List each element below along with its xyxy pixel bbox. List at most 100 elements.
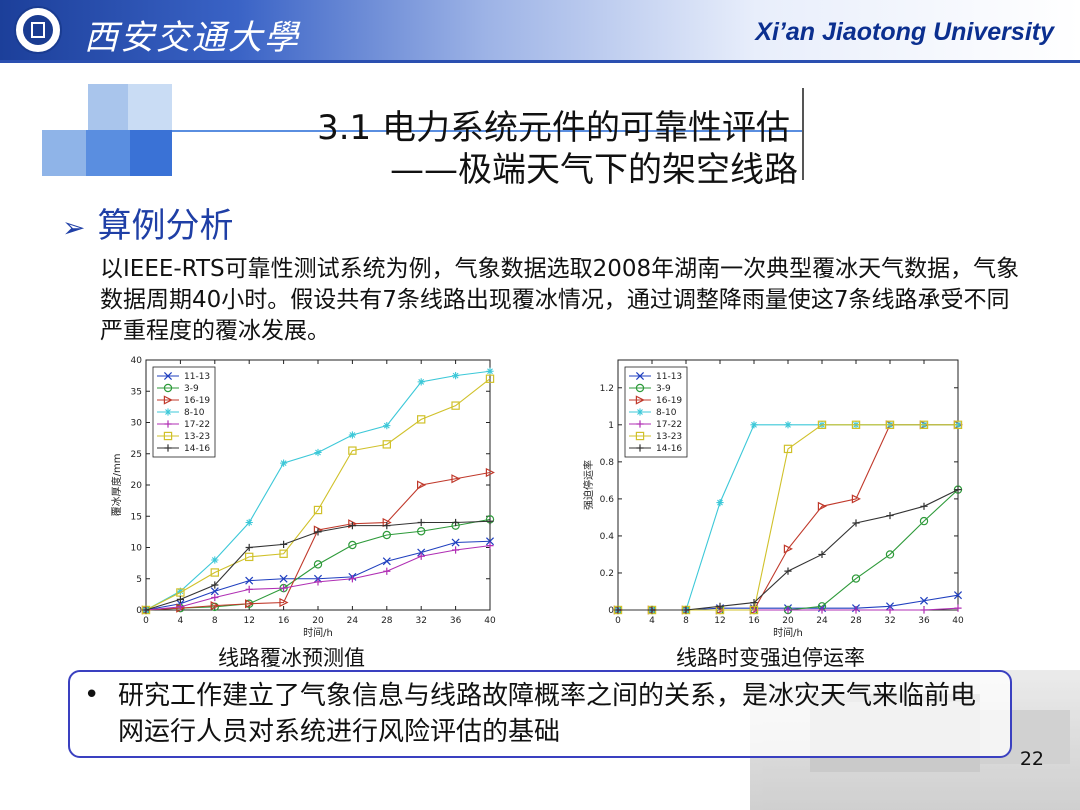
y-axis-label: 强迫停运率 xyxy=(582,460,595,510)
data-point xyxy=(313,560,323,569)
series-17-22 xyxy=(142,542,494,614)
legend-label: 17-22 xyxy=(656,420,682,430)
data-point xyxy=(485,374,495,383)
data-point xyxy=(348,575,356,583)
x-tick-label: 40 xyxy=(952,616,964,626)
x-tick-label: 36 xyxy=(918,616,930,626)
data-point xyxy=(885,550,895,559)
data-point xyxy=(635,371,645,381)
data-point xyxy=(886,606,894,614)
data-point xyxy=(818,606,826,614)
series-14-16 xyxy=(614,486,962,614)
data-point xyxy=(614,606,622,614)
title-underline xyxy=(172,130,804,132)
x-tick-label: 20 xyxy=(312,616,324,626)
x-axis-label: 时间/h xyxy=(773,626,803,639)
data-point xyxy=(451,401,460,410)
data-point xyxy=(851,574,861,583)
data-point xyxy=(920,606,928,614)
data-point xyxy=(953,591,963,600)
data-point xyxy=(382,530,391,540)
x-tick-label: 12 xyxy=(243,616,254,626)
slide-subtitle: ——极端天气下的架空线路 xyxy=(390,150,798,190)
data-point xyxy=(163,371,173,381)
data-point xyxy=(749,605,759,615)
data-point xyxy=(452,546,460,554)
data-point xyxy=(280,459,288,467)
data-point xyxy=(817,501,827,511)
legend-label: 17-22 xyxy=(184,420,210,430)
data-point xyxy=(750,598,758,607)
chart-caption-outage-rate: 线路时变强迫停运率 xyxy=(676,646,865,670)
data-point xyxy=(920,502,928,510)
data-point xyxy=(852,519,860,527)
series-line xyxy=(145,518,491,611)
school-name-en: Xi’an Jiaotong University xyxy=(755,18,1054,46)
data-point xyxy=(954,486,962,494)
y-tick-label: 20 xyxy=(131,481,143,491)
data-point xyxy=(885,602,895,611)
decor-square xyxy=(42,130,86,176)
chart-svg: 0 4 8 12 16 20 24 28 32 36 40 0 5 10 15 20 25 30 35 40 时间/h 覆… xyxy=(110,356,496,639)
data-point xyxy=(210,568,219,577)
legend-label: 8-10 xyxy=(656,408,677,418)
y-tick-label: 25 xyxy=(131,450,142,460)
data-point xyxy=(210,601,220,611)
decor-square xyxy=(130,130,172,176)
data-point xyxy=(485,467,495,478)
data-point xyxy=(164,444,172,452)
y-tick-label: 30 xyxy=(131,419,143,429)
legend-label: 14-16 xyxy=(184,444,210,454)
data-point xyxy=(636,420,644,428)
data-point xyxy=(348,540,357,550)
series-8-10 xyxy=(142,367,494,614)
ice-thickness-chart: 0 4 8 12 16 20 24 28 32 36 40 0 5 10 15 20 25 30 35 40 时间/h 覆… xyxy=(98,352,498,642)
section-heading-text: 算例分析 xyxy=(97,206,234,246)
data-point xyxy=(417,548,426,557)
legend-label: 8-10 xyxy=(184,408,205,418)
y-tick-label: 0.6 xyxy=(600,495,615,505)
conclusion-text: 研究工作建立了气象信息与线路故障概率之间的关系，是冰灾天气来临前电网运行人员对系… xyxy=(118,681,977,747)
header-divider xyxy=(0,60,1080,63)
x-tick-label: 8 xyxy=(212,616,218,626)
data-point xyxy=(784,567,792,575)
header-bar xyxy=(0,0,1080,60)
data-point xyxy=(886,511,894,520)
data-point xyxy=(452,372,460,380)
data-point xyxy=(245,599,255,609)
legend-label: 16-19 xyxy=(184,396,210,406)
data-point xyxy=(245,518,253,527)
data-point xyxy=(417,552,425,560)
data-point xyxy=(176,603,184,611)
x-tick-label: 28 xyxy=(381,616,393,626)
data-point xyxy=(245,543,253,552)
data-point xyxy=(919,420,929,430)
data-point xyxy=(851,420,861,430)
y-tick-label: 0.4 xyxy=(600,532,615,542)
data-point xyxy=(682,606,690,614)
data-point xyxy=(783,444,793,454)
x-tick-label: 28 xyxy=(850,616,862,626)
conclusion-box xyxy=(68,670,1012,758)
legend-label: 14-16 xyxy=(656,444,682,454)
y-tick-label: 5 xyxy=(136,575,142,585)
x-tick-label: 24 xyxy=(347,616,359,626)
data-point xyxy=(163,431,173,441)
data-point xyxy=(784,606,792,614)
data-point xyxy=(636,444,644,452)
y-tick-label: 40 xyxy=(131,356,143,366)
y-tick-label: 1.2 xyxy=(600,384,614,394)
data-point xyxy=(784,421,792,429)
data-point xyxy=(383,567,391,575)
legend-label: 13-23 xyxy=(184,432,210,442)
x-tick-label: 40 xyxy=(484,616,496,626)
legend-label: 3-9 xyxy=(184,384,199,394)
data-point xyxy=(176,595,184,603)
data-point xyxy=(163,383,173,393)
data-point xyxy=(348,522,356,530)
data-point xyxy=(486,542,494,550)
data-point xyxy=(635,431,645,441)
x-tick-label: 4 xyxy=(649,616,655,626)
data-point xyxy=(635,395,645,405)
data-point xyxy=(716,602,724,610)
